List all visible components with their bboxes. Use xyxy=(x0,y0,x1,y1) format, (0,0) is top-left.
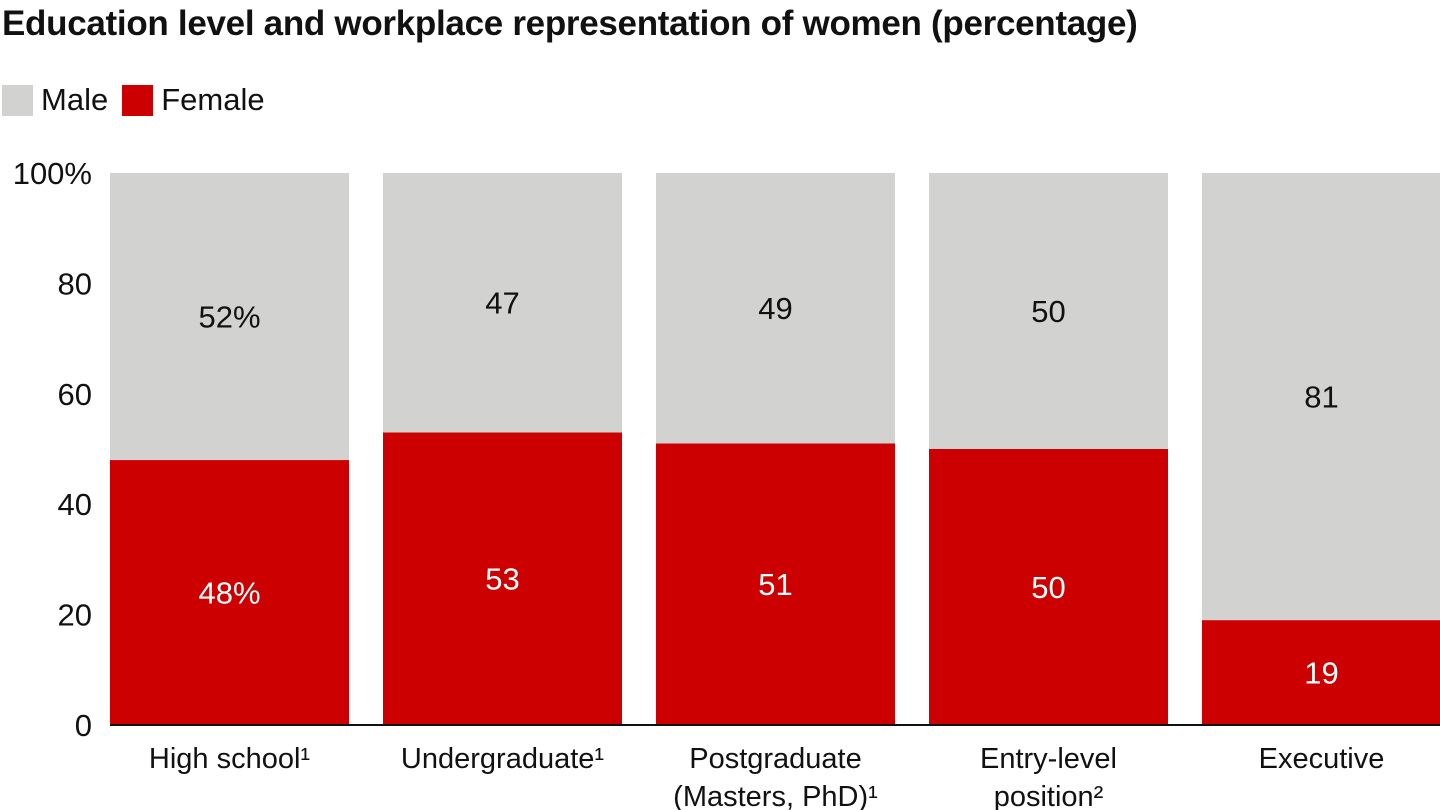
data-label-male: 49 xyxy=(758,291,792,326)
y-tick-label: 20 xyxy=(58,598,92,633)
legend-item-female: Female xyxy=(122,82,265,118)
data-label-male: 47 xyxy=(485,286,519,321)
bar-segment-female xyxy=(383,432,622,725)
x-category-label: Undergraduate¹ xyxy=(401,743,604,775)
bar-segment-female xyxy=(110,460,349,725)
legend-label-female: Female xyxy=(161,82,265,117)
data-label-female: 19 xyxy=(1304,656,1338,691)
bar-segment-male xyxy=(110,173,349,461)
y-tick-label: 40 xyxy=(58,487,92,522)
y-tick-label: 80 xyxy=(58,266,92,301)
legend-swatch-female xyxy=(122,84,154,116)
y-tick-label: 0 xyxy=(75,708,92,743)
chart-title: Education level and workplace representa… xyxy=(2,4,1138,43)
y-tick-label: 60 xyxy=(58,377,92,412)
data-label-male: 81 xyxy=(1304,380,1338,415)
legend-swatch-male xyxy=(2,84,33,116)
x-category-label: Postgraduate (Masters, PhD)¹ xyxy=(673,743,878,810)
data-label-female: 53 xyxy=(485,562,519,597)
bar-segment-female xyxy=(656,443,895,725)
legend: Male Female xyxy=(2,82,279,118)
data-label-female: 48% xyxy=(198,576,260,611)
x-category-label: Executive xyxy=(1259,743,1385,775)
bar-segment-male xyxy=(383,173,622,433)
bar-segment-male xyxy=(656,173,895,444)
legend-label-male: Male xyxy=(41,82,109,117)
legend-item-male: Male xyxy=(2,82,108,118)
data-label-male: 52% xyxy=(198,300,260,335)
bar-segment-male xyxy=(1202,173,1440,621)
bar-segment-female xyxy=(929,449,1168,725)
x-category-label: Entry-level position² xyxy=(980,743,1117,810)
data-label-female: 50 xyxy=(1031,570,1065,605)
data-label-male: 50 xyxy=(1031,294,1065,329)
y-tick-label: 100% xyxy=(13,156,92,191)
bar-segment-male xyxy=(929,173,1168,449)
data-label-female: 51 xyxy=(758,567,792,602)
bar-segment-female xyxy=(1202,620,1440,725)
x-category-label: High school¹ xyxy=(149,743,311,775)
